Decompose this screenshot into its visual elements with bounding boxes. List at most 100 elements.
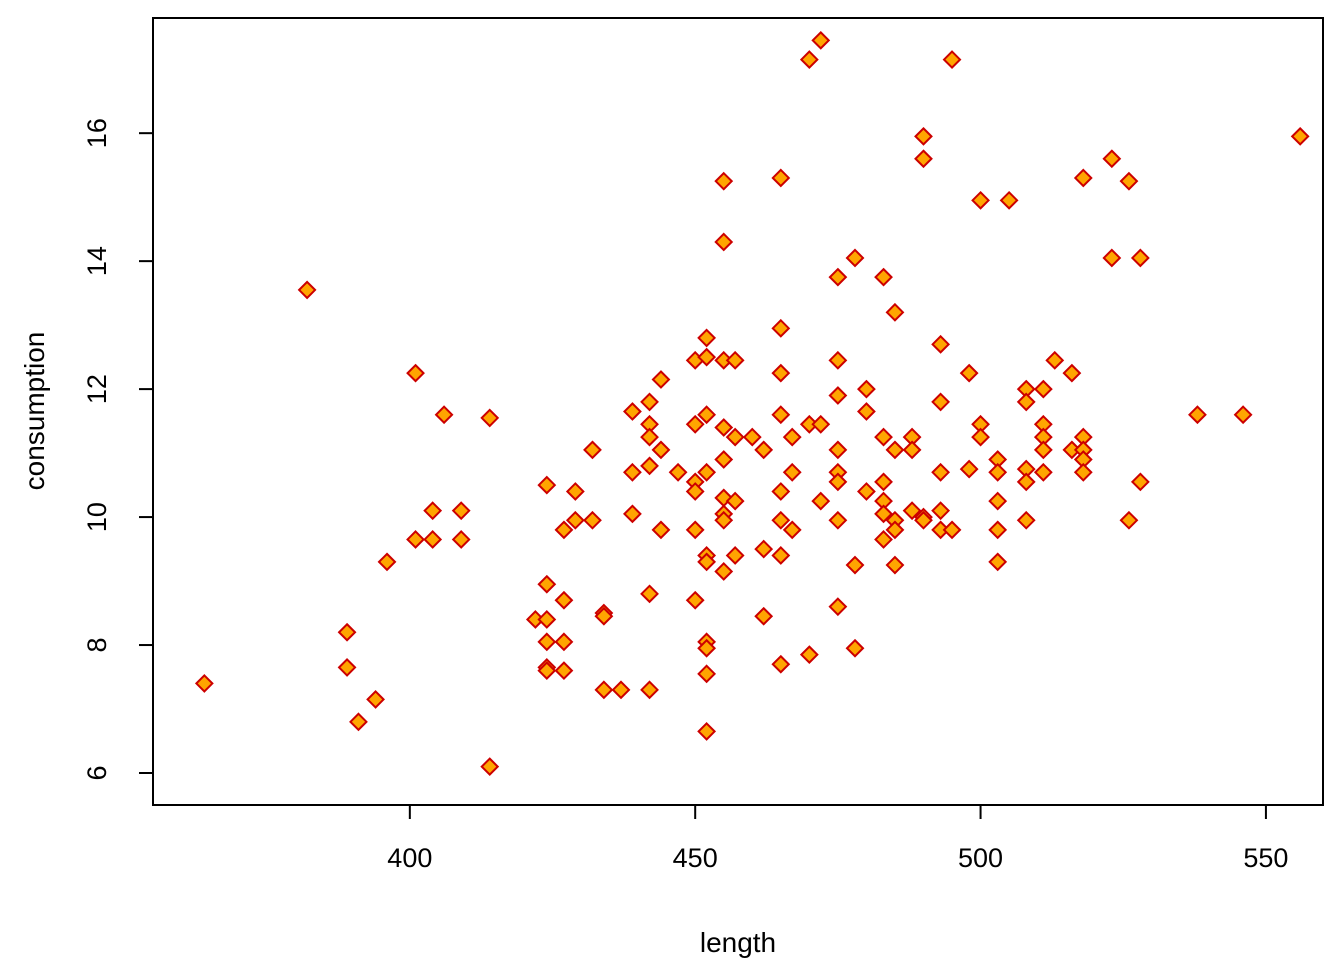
data-point <box>1290 126 1310 146</box>
data-point <box>623 462 642 482</box>
data-point <box>697 722 717 741</box>
data-point <box>565 510 585 530</box>
data-point <box>537 574 557 594</box>
data-point <box>828 350 848 370</box>
data-point <box>885 440 905 460</box>
data-point <box>754 606 774 626</box>
data-point <box>988 462 1008 482</box>
data-point <box>1033 462 1053 482</box>
data-point <box>583 440 602 460</box>
data-point <box>651 440 671 460</box>
data-point <box>377 552 397 572</box>
data-point <box>685 414 705 434</box>
data-point <box>714 562 734 581</box>
data-point <box>594 680 614 700</box>
data-point <box>714 450 734 469</box>
data-point <box>640 427 659 447</box>
data-point <box>651 370 671 389</box>
data-point <box>857 379 876 399</box>
data-point <box>685 520 705 540</box>
data-point <box>714 171 734 191</box>
x-tick-label: 450 <box>673 843 718 873</box>
data-point <box>931 392 951 412</box>
data-point <box>782 427 802 447</box>
data-point <box>1033 379 1053 399</box>
data-point <box>1016 472 1036 492</box>
data-point <box>194 674 214 693</box>
data-point <box>565 482 585 501</box>
data-point <box>640 584 659 604</box>
data-point <box>611 680 631 700</box>
data-point <box>828 510 848 530</box>
data-point <box>337 622 357 642</box>
data-point <box>697 328 717 348</box>
data-point <box>1073 462 1093 482</box>
data-point <box>959 363 979 383</box>
data-point <box>754 539 774 559</box>
data-point <box>1102 149 1122 169</box>
data-point <box>782 520 802 540</box>
data-point <box>554 632 574 652</box>
data-point <box>811 30 831 50</box>
x-axis: 400 450 500 550 <box>387 804 1288 873</box>
data-point <box>828 472 848 492</box>
data-point <box>874 504 893 524</box>
data-point <box>874 267 893 287</box>
data-point <box>811 414 831 434</box>
data-point <box>874 530 893 549</box>
data-point <box>685 482 705 501</box>
data-point <box>725 350 745 370</box>
data-point <box>406 530 425 549</box>
data-point <box>914 149 933 169</box>
data-point <box>931 462 951 482</box>
data-point <box>406 363 425 383</box>
data-point <box>480 757 500 777</box>
data-point <box>554 590 574 610</box>
data-point <box>771 405 791 425</box>
x-tick-label: 400 <box>387 843 432 873</box>
y-tick-label: 6 <box>82 765 112 780</box>
data-point <box>845 555 865 575</box>
data-point <box>971 190 990 210</box>
x-axis-title: length <box>700 927 776 958</box>
data-point <box>451 501 471 521</box>
data-point <box>668 462 688 482</box>
data-point <box>771 363 791 383</box>
data-point <box>811 491 831 511</box>
data-point <box>297 280 317 300</box>
data-point <box>1119 171 1139 191</box>
data-point <box>640 680 659 700</box>
y-tick-label: 12 <box>82 374 112 404</box>
data-point <box>988 552 1008 572</box>
data-point <box>931 334 951 354</box>
data-point <box>828 267 848 287</box>
data-point <box>845 248 865 268</box>
data-point <box>651 520 671 540</box>
x-tick-label: 550 <box>1243 843 1288 873</box>
data-point <box>337 658 357 677</box>
data-point <box>857 482 876 501</box>
data-point <box>971 427 990 447</box>
data-point <box>423 530 443 549</box>
data-point <box>885 555 905 575</box>
data-point <box>623 504 642 524</box>
data-point <box>771 654 791 674</box>
data-point <box>640 392 659 412</box>
data-point <box>874 472 893 492</box>
data-point <box>714 510 734 530</box>
data-point <box>931 501 951 521</box>
data-point <box>583 510 602 530</box>
data-point <box>725 491 745 511</box>
data-point <box>782 462 802 482</box>
data-point <box>480 408 500 428</box>
data-point <box>1233 405 1253 425</box>
data-point <box>885 302 905 322</box>
data-point <box>1062 363 1082 383</box>
data-point <box>697 664 717 684</box>
x-tick-label: 500 <box>958 843 1003 873</box>
data-point <box>1188 405 1207 425</box>
data-point <box>857 402 876 421</box>
data-point <box>828 386 848 405</box>
data-point <box>640 456 659 476</box>
